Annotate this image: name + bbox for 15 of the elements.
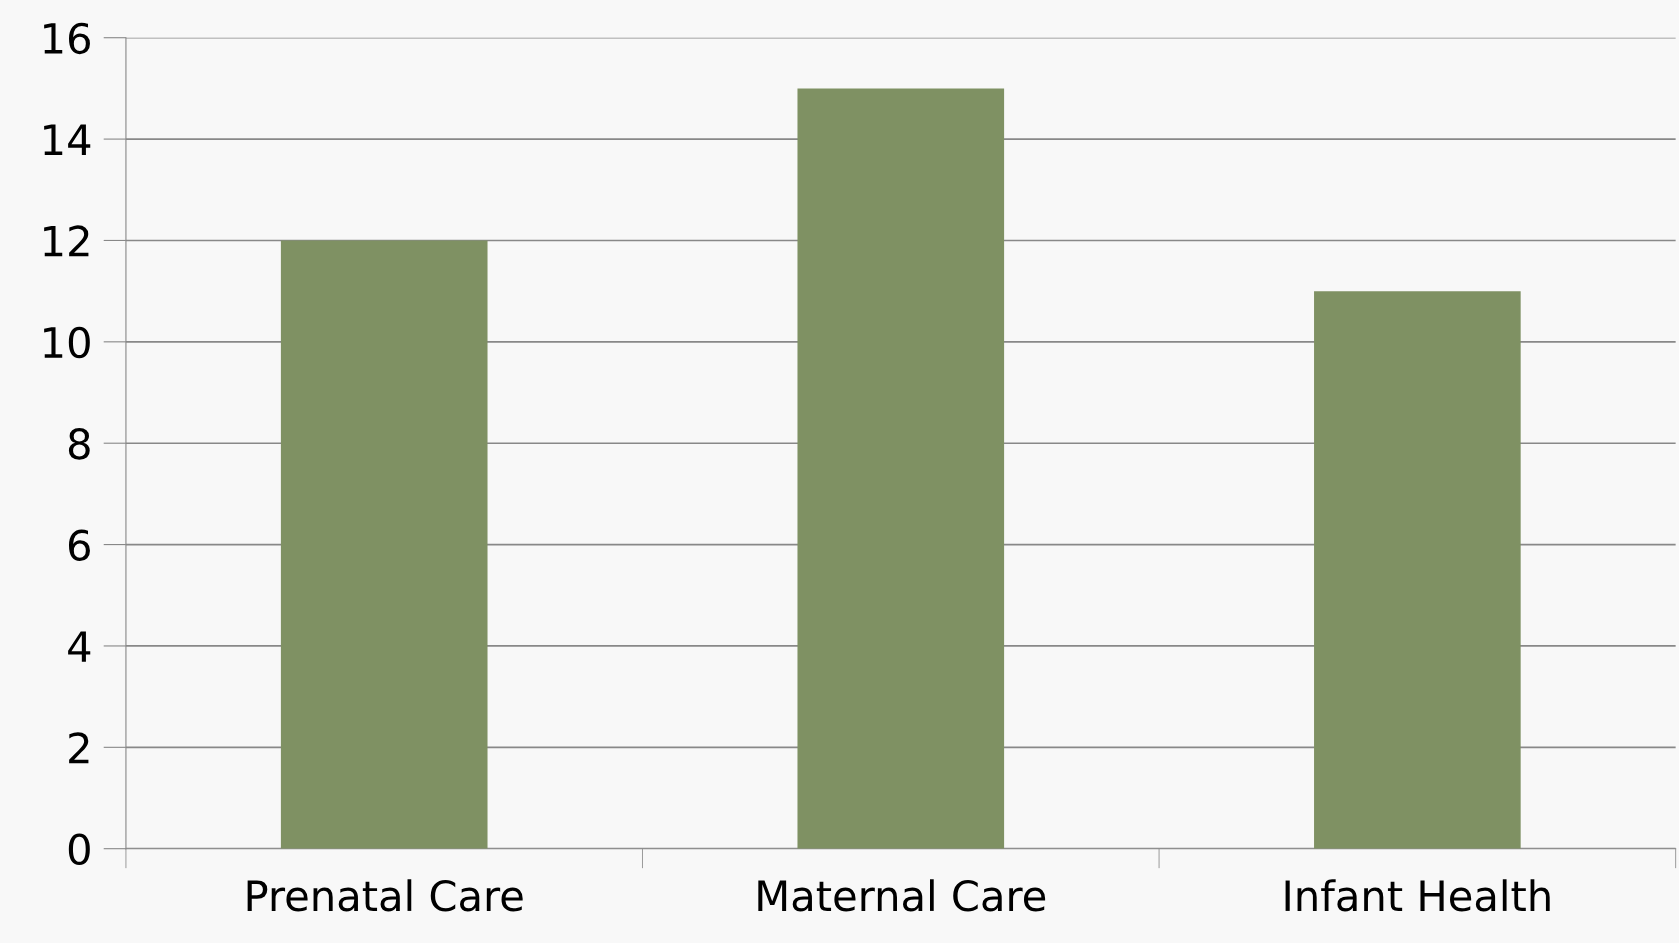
x-tick-label: Maternal Care — [758, 879, 1046, 912]
x-tick-label: Prenatal Care — [247, 879, 523, 912]
bar — [1314, 291, 1521, 849]
y-tick-label: 10 — [44, 326, 90, 359]
y-tick-label: 4 — [68, 631, 91, 662]
x-tick-label: Infant Health — [1285, 879, 1550, 912]
y-tick-label: 16 — [44, 22, 90, 55]
y-tick-label: 6 — [68, 529, 90, 562]
bar — [280, 240, 488, 849]
y-tick-label: 14 — [44, 124, 91, 155]
bar — [797, 88, 1005, 849]
y-tick-label: 0 — [68, 833, 90, 866]
y-tick-label: 8 — [68, 428, 90, 460]
y-tick-label: 2 — [69, 732, 89, 764]
y-tick-label: 12 — [44, 225, 89, 257]
